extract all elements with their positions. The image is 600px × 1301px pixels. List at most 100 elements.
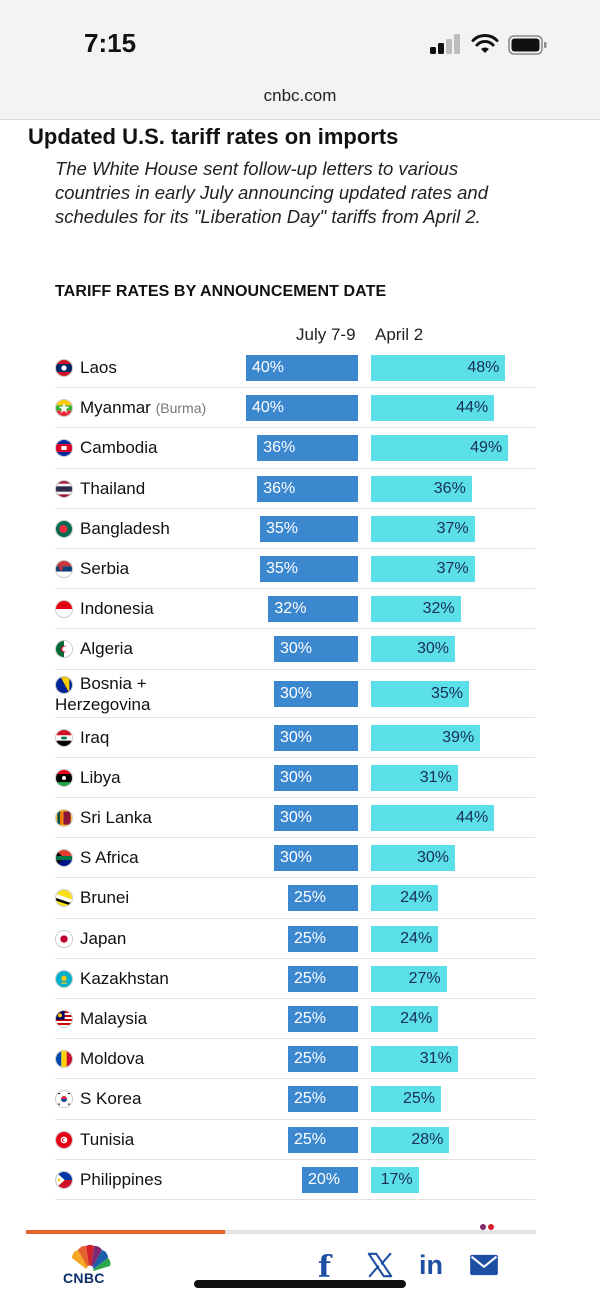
table-row: Libya 30% 31% [55, 758, 535, 798]
country-flag-icon [55, 849, 73, 868]
country-flag-icon [55, 600, 73, 619]
bar-april: 36% [371, 475, 472, 502]
country-flag-icon [55, 929, 73, 948]
reading-progress-bar [26, 1230, 536, 1234]
country-name: Laos [80, 358, 117, 378]
country-name-line1: Bosnia + [80, 673, 147, 693]
cellular-signal-icon [430, 34, 464, 54]
cnbc-logo-text: CNBC [63, 1270, 105, 1286]
bar-july: 36% [257, 435, 358, 462]
country-flag-icon [55, 675, 73, 694]
table-row: Thailand 36% 36% [55, 469, 535, 509]
country-name-note: (Burma) [155, 400, 207, 417]
cnbc-peacock-icon[interactable] [64, 1244, 116, 1276]
article-content [26, 120, 536, 1230]
table-row: Philippines 20% 17% [55, 1160, 535, 1200]
browser-url-bar[interactable]: cnbc.com [0, 80, 600, 120]
country-flag-icon [55, 1130, 73, 1149]
country-name-text: Tunisia [80, 1129, 135, 1149]
country-flag-icon [55, 560, 73, 579]
country-flag-icon [55, 519, 73, 538]
country-name-text: Sri Lanka [80, 808, 152, 828]
table-row: Brunei 25% 24% [55, 878, 535, 919]
country-name-text: Philippines [80, 1169, 163, 1189]
country-name: Moldova [80, 1049, 144, 1069]
table-row: Kazakhstan 25% 27% [55, 959, 535, 999]
country-name-text: Thailand [80, 478, 146, 498]
wifi-icon [471, 34, 499, 53]
country-flag-icon [55, 1170, 73, 1189]
country-flag-icon [55, 1090, 73, 1109]
table-row: Moldova 25% 31% [55, 1039, 535, 1080]
facebook-icon[interactable]: f [318, 1250, 331, 1285]
country-flag-icon [55, 640, 73, 659]
country-name-text: Japan [80, 928, 127, 948]
ad-dot-icon [488, 1224, 494, 1230]
article-title: Updated U.S. tariff rates on imports [28, 124, 399, 149]
country-name: Indonesia [80, 599, 154, 619]
status-bar [0, 0, 600, 80]
bar-april: 35% [371, 680, 469, 707]
home-indicator [194, 1280, 406, 1288]
linkedin-icon[interactable]: in [419, 1250, 443, 1280]
bar-july: 36% [257, 475, 358, 502]
bar-april: 24% [371, 1006, 439, 1033]
table-row: Laos 40% 48% [55, 348, 535, 389]
country-name: Bangladesh [80, 519, 170, 539]
bar-april: 30% [371, 845, 455, 872]
bar-april: 28% [371, 1126, 450, 1153]
bar-april: 27% [371, 965, 447, 992]
bar-april: 30% [371, 636, 455, 663]
url-text: cnbc.com [263, 86, 337, 105]
bar-april: 48% [371, 355, 506, 382]
country-name: Malaysia [80, 1009, 147, 1029]
x-icon[interactable] [366, 1250, 394, 1280]
bar-july: 40% [246, 355, 358, 382]
country-name-text: Myanmar [80, 398, 151, 418]
country-name: Kazakhstan [80, 969, 169, 989]
country-name-text: Malaysia [80, 1009, 148, 1029]
country-name-text: Algeria [80, 639, 133, 659]
bar-july: 25% [288, 925, 358, 952]
bar-july: 25% [288, 1126, 358, 1153]
bar-april: 37% [371, 556, 475, 583]
table-row: Tunisia 25% 28% [55, 1120, 535, 1160]
table-row: Serbia 35% 37% [55, 549, 535, 590]
table-row: Sri Lanka 30% 44% [55, 798, 535, 839]
country-name: Serbia [80, 559, 129, 579]
bar-april: 17% [371, 1166, 419, 1193]
country-name: Myanmar (Burma) [80, 398, 206, 418]
bar-july: 25% [288, 1046, 358, 1073]
country-name: Sri Lanka [80, 808, 152, 828]
bar-april: 24% [371, 925, 439, 952]
table-row: S Africa 30% 30% [55, 838, 535, 879]
country-name-text: S Africa [80, 848, 139, 868]
country-flag-icon [55, 1050, 73, 1069]
bar-july: 25% [288, 885, 358, 912]
country-name-text: Moldova [80, 1049, 145, 1069]
bar-july: 25% [288, 1006, 358, 1033]
bar-july: 30% [274, 845, 358, 872]
ad-dot-icon [480, 1224, 486, 1230]
bar-july: 40% [246, 395, 358, 422]
country-name-text: Bangladesh [80, 518, 170, 538]
chart-section-title: TARIFF RATES BY ANNOUNCEMENT DATE [55, 283, 387, 300]
table-row: Japan 25% 24% [55, 919, 535, 959]
country-name-text: Indonesia [80, 599, 154, 619]
mail-icon[interactable] [468, 1253, 500, 1277]
bar-april: 25% [371, 1086, 441, 1113]
country-name-text: Serbia [80, 559, 130, 579]
table-row: Myanmar (Burma) 40% 44% [55, 388, 535, 429]
column-header-april: April 2 [375, 325, 424, 344]
country-flag-icon [55, 969, 73, 988]
bar-april: 39% [371, 724, 481, 751]
country-name: Libya [80, 768, 121, 788]
table-row: Cambodia 36% 49% [55, 428, 535, 469]
country-name: Cambodia [80, 438, 158, 458]
country-name: S Korea [80, 1089, 141, 1109]
table-row: Indonesia 32% 32% [55, 589, 535, 630]
country-name-text: Libya [80, 767, 121, 787]
status-time: 7:15 [84, 28, 137, 58]
facebook-label: f [318, 1250, 331, 1285]
country-name-text: S Korea [80, 1089, 142, 1109]
